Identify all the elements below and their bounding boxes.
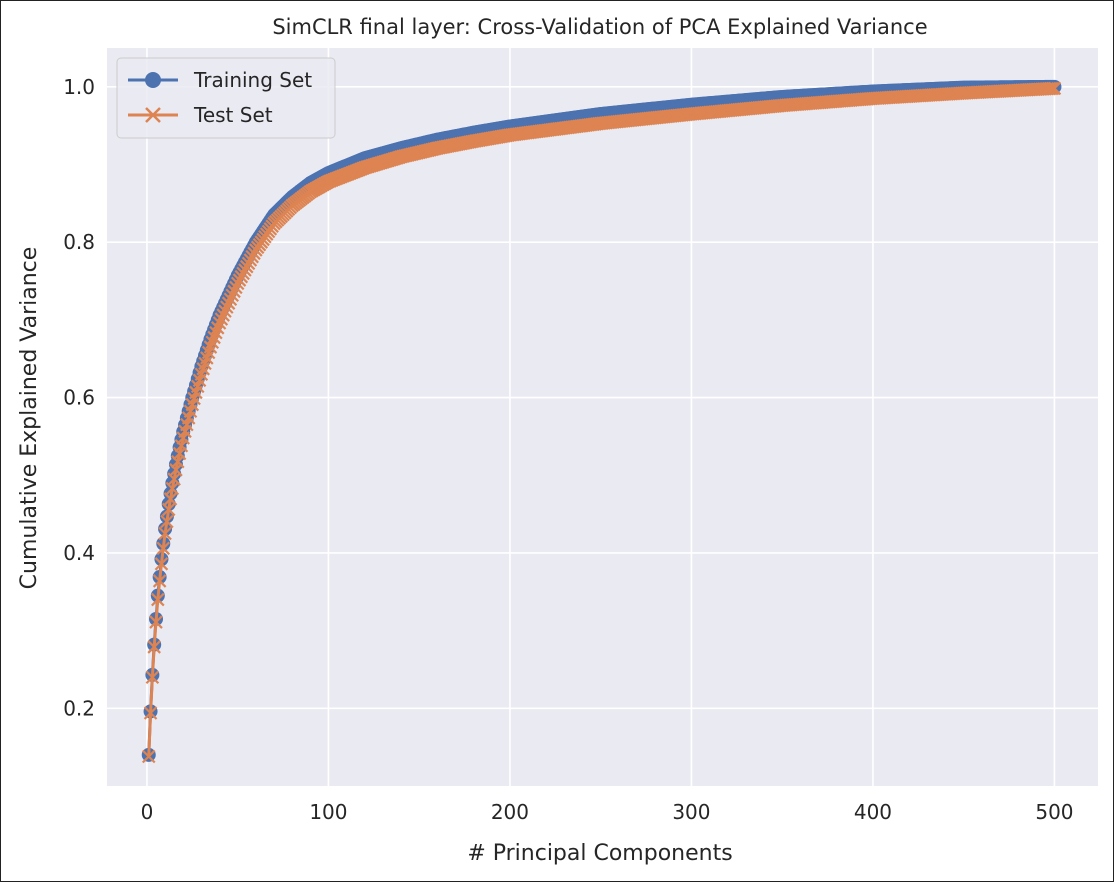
legend-training-marker [145,72,161,88]
test-point [212,316,227,330]
test-point [229,280,243,295]
test-point [151,592,165,607]
test-point [227,284,241,299]
test-point [1047,81,1062,96]
test-point [163,492,178,506]
y-tick-label: 0.8 [63,230,95,254]
x-tick-label: 300 [672,800,710,824]
test-point [220,300,234,314]
legend-test-label: Test Set [193,103,273,127]
test-point [221,296,236,310]
y-tick-label: 1.0 [63,75,95,99]
test-point [154,557,169,571]
test-point [1045,81,1060,96]
test-point [174,438,189,453]
test-point [141,749,156,764]
tick-labels: 0 100 200 300 400 500 0.2 0.4 0.6 0.8 1.0 [63,75,1073,824]
x-tick-label: 100 [309,800,347,824]
x-tick-label: 0 [141,800,154,824]
series-test [141,81,1062,764]
test-point [214,312,229,326]
test-point [172,446,187,461]
x-tick-label: 200 [491,800,529,824]
legend: Training Set Test Set [116,57,336,139]
test-point [1044,81,1058,96]
test-point [158,526,172,541]
plot-area [107,48,1098,786]
test-point [223,292,238,307]
y-tick-label: 0.4 [63,541,95,565]
test-point [1042,81,1056,96]
test-point [216,308,230,322]
chart-title: SimCLR final layer: Cross-Validation of … [272,15,927,39]
legend-box [116,57,336,139]
test-point [171,454,185,469]
y-axis-label: Cumulative Explained Variance [17,247,42,590]
test-point [156,541,171,556]
test-point [145,670,160,685]
test-point [160,514,174,529]
y-tick-label: 0.6 [63,386,95,410]
test-point [225,288,240,303]
test-point [161,502,176,517]
test-point [147,640,161,654]
x-axis-label: # Principal Components [467,841,732,866]
test-point [169,463,183,477]
legend-test-marker [145,107,161,123]
test-point [149,615,163,629]
legend-training-label: Training Set [193,68,312,92]
test-point [218,304,232,318]
test-point [143,706,158,720]
y-tick-label: 0.2 [63,696,95,720]
series-layer [141,79,1062,764]
x-tick-label: 500 [1035,800,1073,824]
x-tick-label: 400 [854,800,892,824]
test-point [152,574,167,588]
